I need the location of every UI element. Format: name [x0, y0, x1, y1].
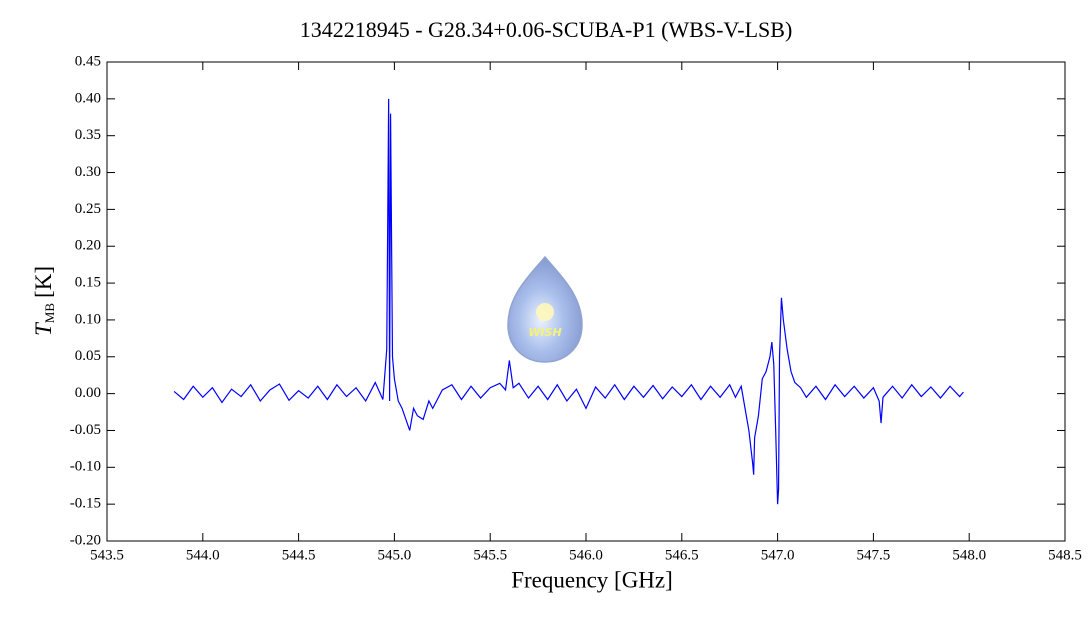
- logo-text: WISH: [528, 326, 561, 339]
- y-label-subscript: MB: [42, 303, 57, 324]
- y-tick-label: 0.05: [75, 348, 101, 364]
- y-tick-label: -0.05: [70, 422, 101, 438]
- x-tick-label: 545.0: [378, 547, 412, 563]
- y-tick-label: 0.10: [75, 311, 101, 327]
- x-tick-label: 548.5: [1048, 547, 1082, 563]
- x-tick-label: 543.5: [90, 547, 124, 563]
- y-tick-label: 0.40: [75, 90, 101, 106]
- y-label-symbol: T: [31, 321, 56, 336]
- y-tick-label: 0.25: [75, 201, 101, 217]
- y-tick-label: 0.20: [75, 238, 101, 254]
- x-tick-label: 546.0: [569, 547, 603, 563]
- spectrum-line: [173, 98, 964, 505]
- x-tick-label: 548.0: [952, 547, 986, 563]
- y-tick-label: 0.30: [75, 164, 101, 180]
- x-tick-label: 546.5: [665, 547, 699, 563]
- y-tick-label: -0.15: [70, 496, 101, 512]
- x-tick-label: 547.0: [761, 547, 795, 563]
- y-tick-label: 0.15: [75, 275, 101, 291]
- y-label-unit: [K]: [31, 266, 56, 298]
- y-axis-label: TMB [K]: [31, 266, 57, 336]
- logo: WISH: [507, 255, 583, 363]
- plot-frame: [106, 61, 1066, 542]
- y-tick-label: 0.35: [75, 127, 101, 143]
- y-tick-label: -0.10: [70, 459, 101, 475]
- x-tick-label: 545.5: [473, 547, 507, 563]
- y-tick-label: -0.20: [70, 532, 101, 548]
- y-tick-label: 0.00: [75, 385, 101, 401]
- x-axis-label: Frequency [GHz]: [511, 567, 673, 592]
- x-tick-label: 547.5: [857, 547, 891, 563]
- x-tick-label: 544.5: [282, 547, 316, 563]
- y-tick-label: 0.45: [75, 53, 101, 69]
- x-tick-label: 544.0: [186, 547, 220, 563]
- chart-title: 1342218945 - G28.34+0.06-SCUBA-P1 (WBS-V…: [300, 17, 793, 42]
